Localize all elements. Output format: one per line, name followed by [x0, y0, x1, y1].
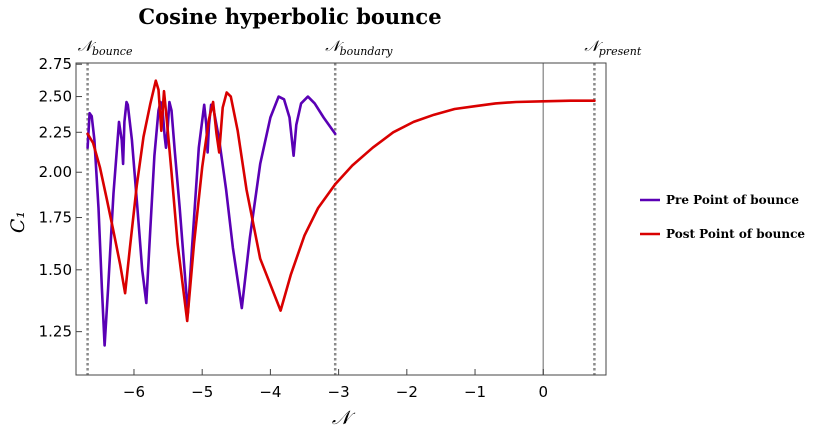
- y-tick-label: 1.50: [39, 261, 72, 279]
- plot-frame: [75, 62, 607, 376]
- marker-label: 𝒩bounce: [78, 37, 133, 58]
- marker-symbol: 𝒩: [584, 37, 603, 55]
- marker-subscript: boundary: [340, 45, 394, 58]
- marker-subscript: bounce: [92, 45, 133, 58]
- y-tick-label: 2.25: [39, 123, 72, 141]
- marker-symbol: 𝒩: [78, 37, 97, 55]
- x-tick-label: −2: [396, 383, 418, 401]
- marker-labels: 𝒩bounce 𝒩boundary 𝒩present: [78, 37, 642, 58]
- x-axis: −6 −5 −4 −3 −2 −1 0: [123, 369, 548, 401]
- marker-label: 𝒩present: [584, 37, 641, 58]
- y-tick-label: 1.25: [39, 323, 72, 341]
- y-axis: 1.25 1.50 1.75 2.00 2.25 2.50 2.75: [39, 55, 82, 341]
- legend-label: Post Point of bounce: [666, 227, 805, 241]
- x-axis-label: 𝒩: [332, 407, 356, 429]
- y-tick-label: 2.00: [39, 163, 72, 181]
- x-tick-label: −1: [464, 383, 486, 401]
- y-axis-label: C₁: [7, 211, 29, 233]
- series-line-0: [86, 95, 337, 347]
- y-tick-label: 1.75: [39, 209, 72, 227]
- x-tick-label: −3: [328, 383, 350, 401]
- x-tick-label: −5: [191, 383, 213, 401]
- series-line-1: [86, 79, 596, 323]
- legend: Pre Point of bounce Post Point of bounce: [640, 193, 805, 241]
- y-tick-label: 2.75: [39, 55, 72, 73]
- marker-symbol: 𝒩: [325, 37, 344, 55]
- marker-label: 𝒩boundary: [325, 37, 393, 58]
- x-tick-label: 0: [538, 383, 548, 401]
- y-tick-label: 2.50: [39, 88, 72, 106]
- x-tick-label: −6: [123, 383, 145, 401]
- legend-label: Pre Point of bounce: [666, 193, 799, 207]
- vertical-markers: [86, 63, 596, 375]
- x-tick-label: −4: [259, 383, 281, 401]
- marker-subscript: present: [599, 45, 642, 58]
- chart-title: Cosine hyperbolic bounce: [138, 4, 441, 29]
- series-lines: [86, 79, 596, 347]
